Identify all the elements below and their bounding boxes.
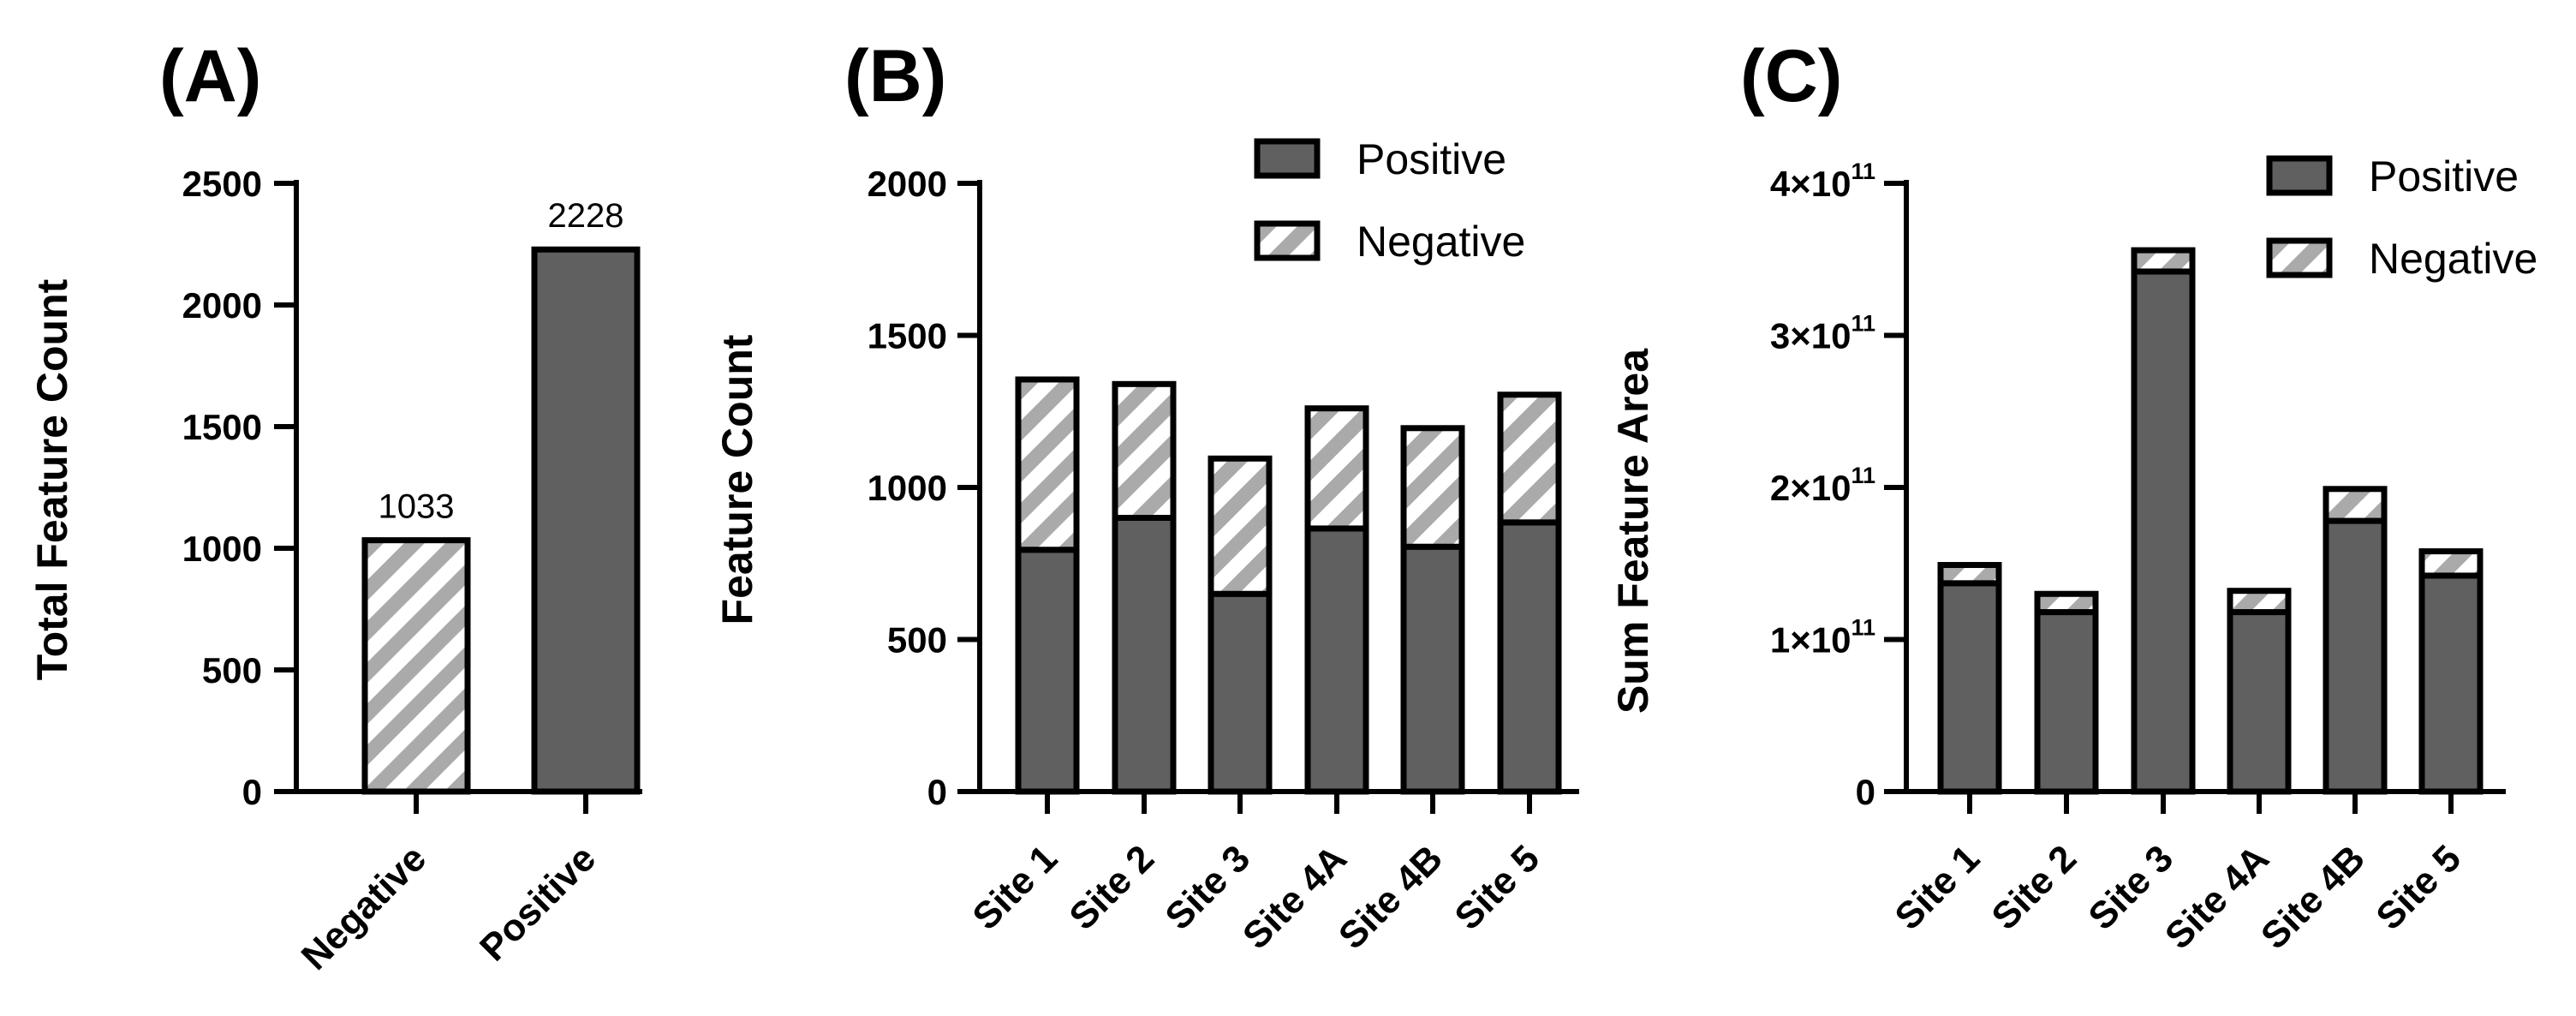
bar-negative [361, 537, 471, 795]
panel-label: (C) [1740, 35, 1842, 117]
bar-negative-site-4b [1400, 425, 1465, 550]
bar-negative-site-5 [1497, 391, 1562, 526]
bar-positive [531, 246, 641, 795]
bar-negative-site-4a [2227, 588, 2292, 616]
y-tick-label: 1×1011 [1770, 615, 1875, 660]
y-tick-label: 2000 [868, 164, 947, 204]
y-tick-label-base: 2×10 [1770, 468, 1852, 508]
y-tick-label: 2500 [182, 164, 262, 204]
y-tick-label-exponent: 11 [1851, 615, 1875, 641]
y-tick-label-exponent: 11 [1851, 158, 1875, 184]
bar-negative-site-3 [1208, 455, 1273, 597]
y-tick-label: 3×1011 [1770, 311, 1875, 356]
y-tick-label: 500 [202, 650, 262, 690]
y-axis-title: Feature Count [713, 334, 761, 625]
y-tick-label-base: 4×10 [1770, 164, 1852, 204]
bar-positive-site-2 [2034, 609, 2099, 795]
legend-label-negative: Negative [1357, 218, 1525, 266]
data-label: 1033 [379, 488, 455, 526]
bar-positive-site-4a [1304, 525, 1369, 795]
panel-label: (B) [844, 35, 946, 117]
x-tick-label: Site 5 [1446, 837, 1547, 938]
bar-positive-site-2 [1112, 515, 1177, 795]
x-tick-label: Positive [472, 837, 604, 969]
y-tick-label-exponent: 11 [1851, 311, 1875, 337]
y-tick-label-exponent: 11 [1851, 463, 1875, 488]
x-tick-label: Site 5 [2368, 837, 2469, 938]
y-tick-label: 0 [1856, 772, 1875, 812]
bar-positive-site-4a [2227, 609, 2292, 795]
bar-positive-site-1 [1937, 580, 2002, 795]
y-tick-label: 0 [242, 772, 262, 812]
legend-label-positive: Positive [2369, 152, 2519, 200]
legend-label-negative: Negative [2369, 235, 2537, 283]
y-tick-label: 1500 [868, 316, 947, 356]
x-tick-label: Site 4A [2157, 837, 2277, 957]
panel-a-chart: (A) Total Feature Count 0 500 1000 1500 2000 25… [28, 35, 642, 978]
legend-label-positive: Positive [1357, 135, 1506, 183]
bar-positive-site-3 [1208, 590, 1273, 795]
panel-c-chart: (C)Sum Feature Area01×10112×10113×10114×… [1609, 35, 2537, 958]
x-tick-label: Site 1 [964, 837, 1065, 938]
bar-negative-site-1 [1937, 562, 2002, 587]
bar-positive-site-1 [1015, 547, 1080, 795]
x-tick-label: Site 4B [1331, 837, 1451, 957]
y-axis-title: Total Feature Count [28, 278, 76, 680]
data-label: 2228 [548, 197, 624, 235]
bar-positive-site-5 [1497, 519, 1562, 795]
legend-swatch-positive [1254, 138, 1321, 179]
y-tick-label-base: 0 [1856, 772, 1875, 812]
panel-label: (A) [159, 35, 261, 117]
x-tick-label: Site 1 [1887, 837, 1988, 938]
bar-negative-site-2 [1112, 380, 1177, 521]
x-tick-label: Negative [294, 837, 434, 977]
y-tick-label: 1000 [868, 468, 947, 508]
y-tick-label: 1000 [182, 529, 262, 569]
y-tick-label: 500 [887, 620, 947, 660]
y-tick-label: 1500 [182, 407, 262, 447]
bar-positive-site-4b [2323, 517, 2388, 795]
bar-positive-site-4b [1400, 543, 1465, 795]
x-tick-label: Site 4B [2253, 837, 2373, 957]
y-tick-label: 2×1011 [1770, 463, 1875, 508]
x-tick-label: Site 2 [1061, 837, 1162, 938]
legend-swatch-positive [2266, 155, 2333, 196]
y-tick-label: 0 [927, 772, 947, 812]
bar-negative-site-4a [1304, 405, 1369, 532]
bar-negative-site-3 [2131, 247, 2196, 275]
x-tick-label: Site 2 [1983, 837, 2084, 938]
y-tick-label: 4×1011 [1770, 158, 1875, 204]
legend-swatch-negative [1254, 220, 1321, 261]
bar-positive-site-5 [2418, 572, 2484, 795]
bar-positive-site-3 [2131, 268, 2196, 795]
y-tick-label-base: 1×10 [1770, 620, 1852, 660]
bar-negative-site-5 [2418, 548, 2484, 579]
bar-negative-site-1 [1015, 376, 1080, 553]
legend-swatch-negative [2266, 237, 2333, 278]
bar-negative-site-4b [2323, 486, 2388, 524]
y-tick-label-base: 3×10 [1770, 316, 1852, 356]
y-axis-title: Sum Feature Area [1609, 348, 1657, 714]
bar-negative-site-2 [2034, 590, 2099, 616]
y-tick-label: 2000 [182, 285, 262, 326]
x-tick-label: Site 4A [1235, 837, 1355, 957]
